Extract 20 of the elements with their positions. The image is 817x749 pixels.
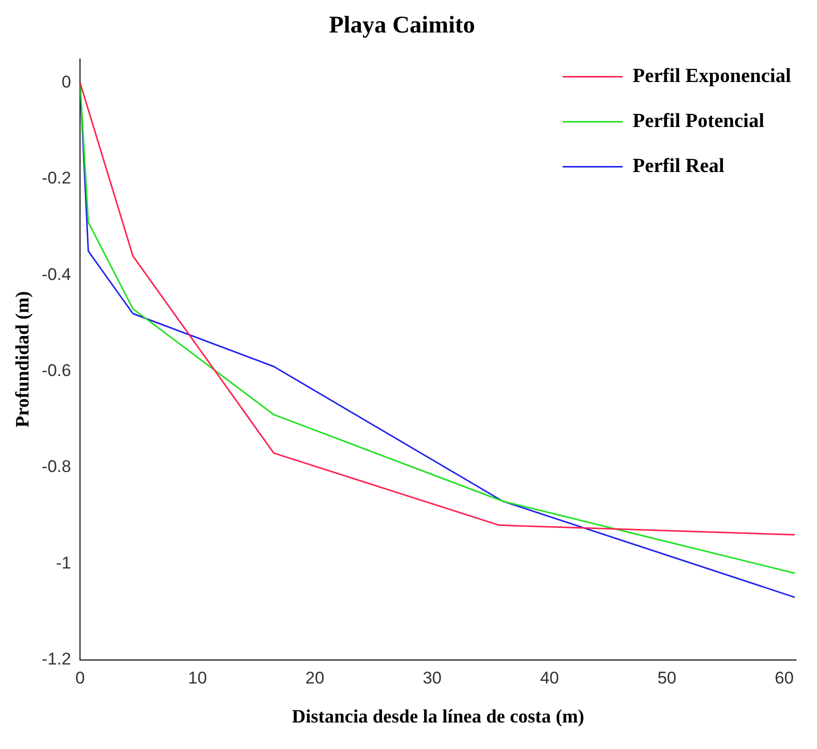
- x-tick-label: 20: [305, 668, 324, 688]
- x-tick-label: 60: [774, 668, 794, 688]
- y-tick-label: -0.4: [42, 264, 72, 284]
- y-tick-label: -0.2: [42, 168, 72, 188]
- x-tick-label: 50: [657, 668, 676, 688]
- y-tick-label: -1.2: [42, 649, 72, 668]
- legend-label: Perfil Potencial: [632, 110, 765, 132]
- y-axis-title: Profundidad (m): [12, 291, 34, 428]
- x-tick-label: 30: [422, 668, 442, 688]
- legend-label: Perfil Real: [632, 154, 725, 177]
- y-tick-label: 0: [62, 72, 72, 92]
- x-axis-title: Distancia desde la línea de costa (m): [292, 706, 584, 728]
- y-tick-label: -1: [56, 553, 72, 572]
- x-tick-label: 10: [188, 668, 207, 688]
- legend-label: Perfil Exponencial: [632, 64, 792, 87]
- chart-title: Playa Caimito: [329, 12, 475, 39]
- y-tick-label: -0.8: [42, 457, 72, 476]
- x-tick-label: 40: [540, 668, 559, 688]
- y-tick-label: -0.6: [42, 361, 72, 380]
- x-tick-label: 0: [75, 668, 85, 688]
